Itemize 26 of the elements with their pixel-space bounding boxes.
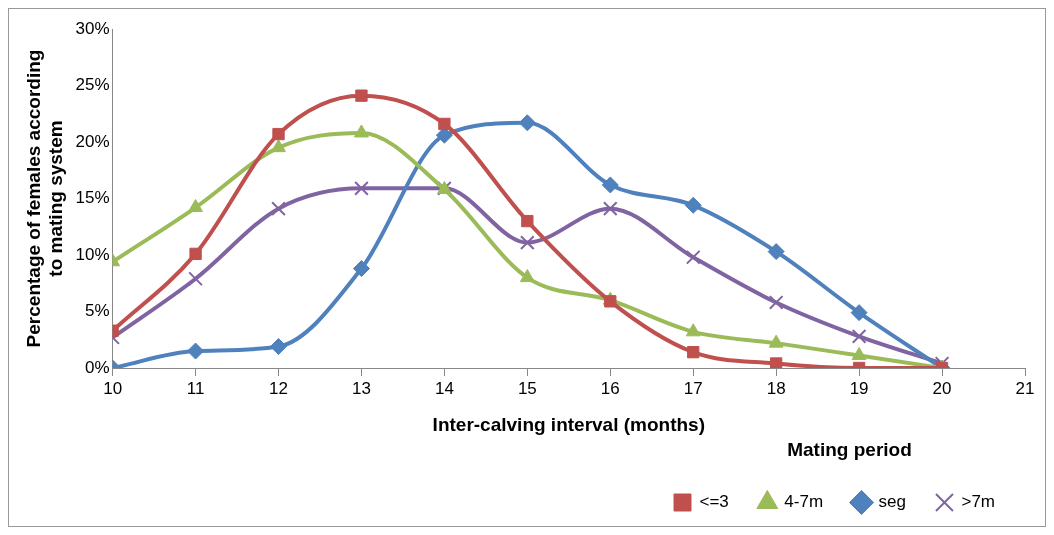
- x-tick-label: 21: [1015, 378, 1035, 398]
- x-tick-label: 13: [351, 378, 371, 398]
- x-tick-label: 10: [103, 378, 123, 398]
- x-tick-label: 19: [849, 378, 869, 398]
- legend-title: Mating period: [787, 438, 912, 460]
- legend-label: 4-7m: [784, 492, 824, 512]
- y-axis-title: Percentage of females according to mating system: [22, 49, 67, 348]
- y-tick-label: 5%: [85, 301, 110, 321]
- x-tick-label: 17: [683, 378, 703, 398]
- x-tick-label: 14: [434, 378, 454, 398]
- legend-label: seg: [878, 492, 906, 512]
- x-tick-label: 16: [600, 378, 620, 398]
- y-tick-label: 0%: [85, 357, 110, 377]
- x-tick-label: 20: [932, 378, 952, 398]
- y-tick-label: 10%: [75, 244, 110, 264]
- legend-label: <=3: [699, 492, 729, 512]
- x-axis-title: Inter-calving interval (months): [432, 414, 705, 436]
- x-tick-label: 18: [766, 378, 786, 398]
- x-tick-label: 12: [269, 378, 288, 398]
- y-tick-label: 30%: [75, 18, 110, 38]
- legend-label: >7m: [961, 492, 995, 512]
- x-tick-label: 11: [186, 378, 205, 398]
- x-tick-label: 15: [517, 378, 537, 398]
- y-tick-label: 20%: [75, 131, 110, 151]
- y-tick-label: 15%: [75, 188, 110, 208]
- y-tick-label: 25%: [75, 75, 110, 95]
